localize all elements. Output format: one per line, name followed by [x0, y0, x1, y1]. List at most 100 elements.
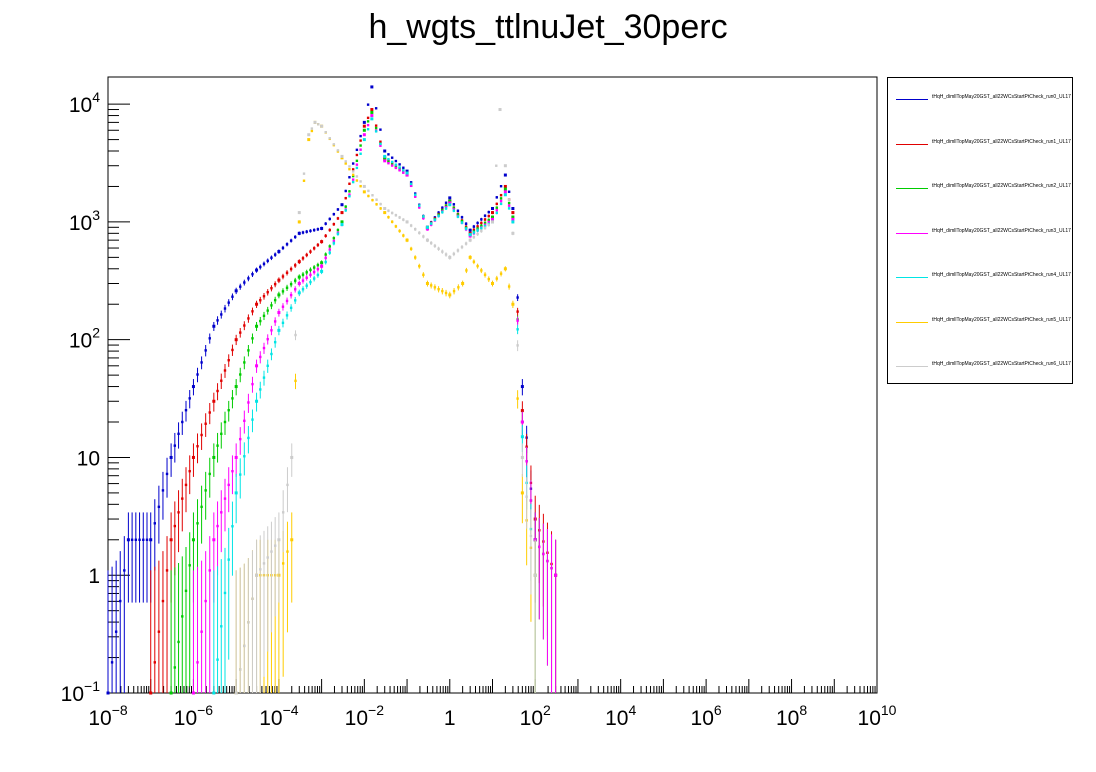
data-point [106, 691, 110, 695]
x-tick-label: 104 [605, 702, 636, 730]
data-point [422, 217, 425, 220]
data-point [153, 522, 156, 525]
data-point [444, 204, 448, 207]
data-point [231, 525, 234, 528]
x-tick-label-base: 10 [520, 707, 543, 730]
data-point [277, 311, 281, 315]
data-point [370, 85, 374, 89]
legend-entry: tHqH_dimllTopMay20GST_all22WCsStartPtChe… [888, 227, 1074, 241]
data-point [255, 268, 259, 272]
data-point [359, 144, 362, 147]
data-point [359, 152, 362, 155]
data-point [126, 538, 130, 542]
data-point [165, 472, 169, 476]
data-point [367, 194, 370, 198]
data-point [227, 483, 230, 487]
data-point [480, 221, 483, 225]
legend-swatch [896, 188, 928, 189]
data-point [234, 455, 238, 459]
data-point [520, 409, 524, 413]
data-point [328, 251, 331, 254]
x-tick-label: 10−4 [259, 702, 299, 730]
data-point [270, 287, 273, 290]
data-point [259, 265, 262, 269]
legend-swatch [896, 143, 928, 145]
data-point [231, 348, 234, 352]
data-point [123, 569, 126, 572]
data-point [309, 229, 312, 233]
data-point [216, 389, 219, 393]
data-point [344, 162, 347, 165]
data-point [266, 364, 269, 368]
data-point [480, 229, 483, 233]
data-point [383, 157, 387, 161]
data-point [390, 211, 394, 215]
data-point [444, 291, 448, 295]
x-tick-label-base: 10 [345, 707, 368, 730]
data-point [409, 182, 413, 186]
data-point [351, 174, 355, 178]
data-point [472, 231, 476, 234]
data-point [529, 499, 533, 502]
data-point [149, 691, 153, 695]
data-point [184, 483, 188, 487]
data-point [379, 140, 382, 143]
data-point [554, 573, 558, 577]
data-point [184, 408, 188, 412]
data-point [511, 215, 515, 219]
data-point [491, 281, 494, 285]
data-point [351, 180, 355, 184]
data-point [487, 223, 490, 227]
data-point [394, 163, 398, 166]
data-point [239, 473, 242, 476]
data-point [472, 228, 476, 232]
data-point [227, 301, 230, 304]
data-point [495, 209, 498, 212]
data-point [437, 211, 440, 214]
axis-ticks [107, 103, 878, 694]
data-point [301, 288, 305, 291]
data-point [499, 199, 503, 203]
data-point [456, 249, 460, 252]
legend-swatch [896, 99, 928, 100]
data-point [511, 302, 515, 306]
data-point [448, 199, 452, 203]
data-point [220, 432, 223, 436]
data-point [425, 225, 429, 229]
data-point [520, 455, 524, 459]
data-point [402, 166, 405, 169]
data-point [366, 120, 370, 123]
y-tick-label: 10 [77, 447, 100, 470]
data-point [414, 256, 417, 259]
data-point [332, 237, 336, 240]
data-point [259, 355, 262, 359]
data-point [437, 287, 440, 291]
data-point [546, 559, 549, 563]
data-point [309, 250, 312, 253]
data-point [310, 129, 314, 133]
data-point [418, 204, 421, 207]
data-point [398, 169, 401, 172]
data-point [487, 214, 490, 218]
data-point [196, 661, 199, 664]
data-point [495, 196, 498, 199]
legend-swatch [896, 321, 928, 323]
data-point [204, 349, 207, 352]
data-point [499, 197, 503, 200]
y-tick-label-base: 10 [69, 330, 92, 353]
data-point [499, 184, 503, 188]
legend-entry: tHqH_dimllTopMay20GST_all22WCsStartPtChe… [888, 271, 1074, 285]
data-point [216, 658, 219, 661]
data-point [366, 103, 370, 106]
data-point [344, 189, 347, 193]
data-point [468, 255, 472, 259]
x-tick-label-exp: 6 [714, 702, 722, 718]
series-6 [234, 108, 537, 695]
data-point [437, 214, 440, 218]
x-tick-label-base: 1 [444, 707, 456, 730]
data-point [409, 181, 413, 184]
data-point [320, 269, 324, 273]
data-point [200, 361, 203, 364]
data-point [448, 196, 452, 200]
